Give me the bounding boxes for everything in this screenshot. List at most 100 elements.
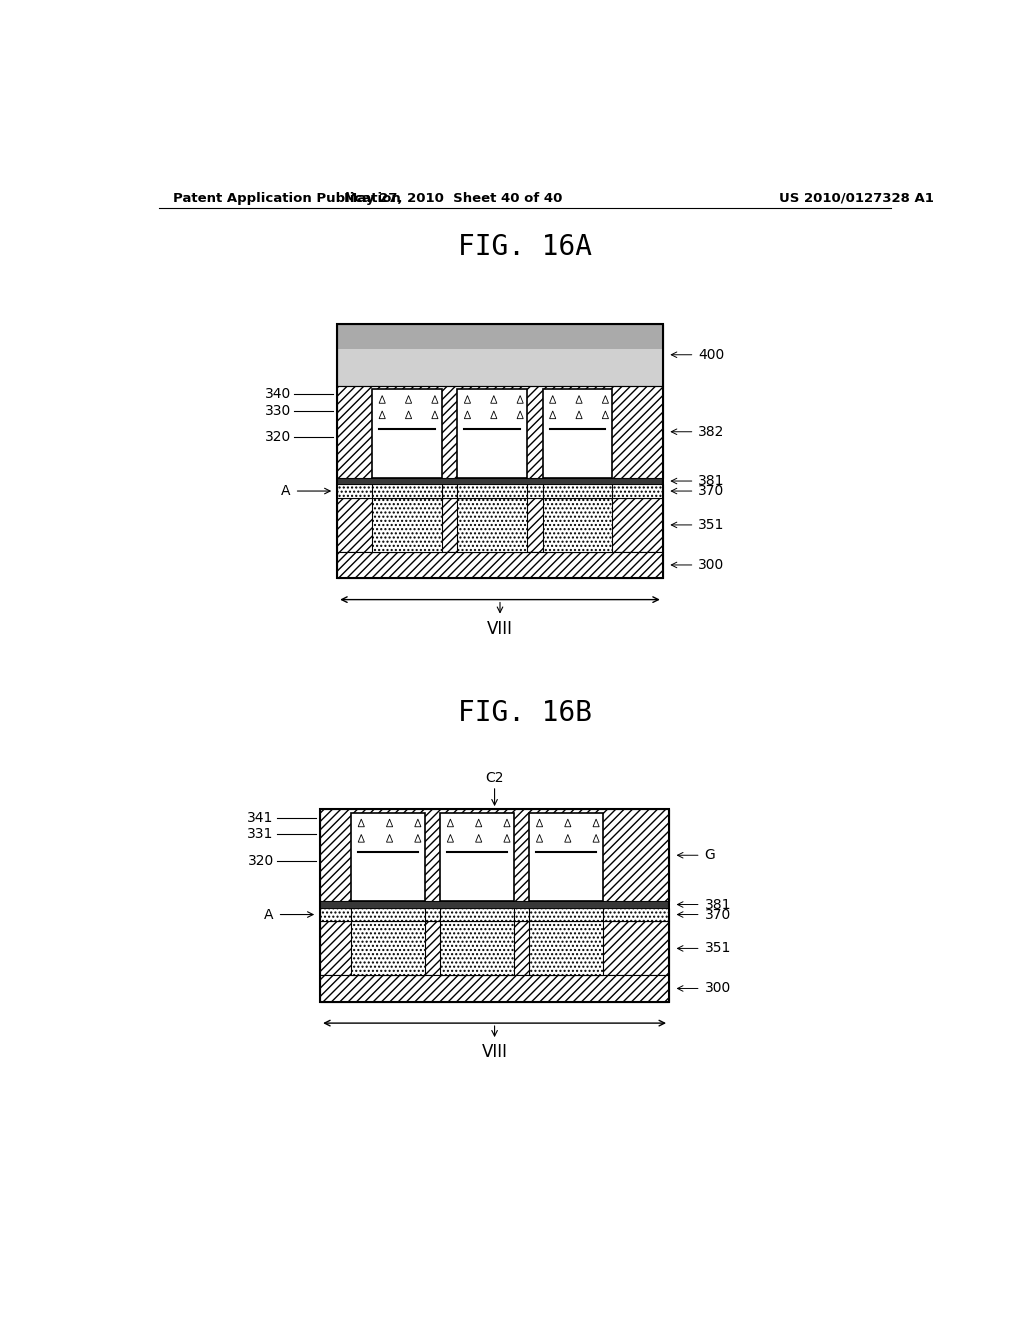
Polygon shape — [517, 411, 523, 418]
Polygon shape — [602, 396, 608, 404]
Bar — [372, 498, 442, 552]
Polygon shape — [504, 834, 510, 842]
Bar — [337, 350, 663, 385]
Bar — [351, 921, 425, 975]
Text: A: A — [264, 908, 273, 921]
Bar — [321, 809, 669, 902]
Text: A: A — [282, 484, 291, 498]
Bar — [379, 430, 435, 474]
Text: 300: 300 — [698, 558, 725, 572]
Polygon shape — [564, 834, 571, 842]
Bar — [440, 921, 514, 975]
Text: 300: 300 — [705, 982, 731, 995]
Polygon shape — [550, 411, 556, 418]
Text: 351: 351 — [698, 517, 725, 532]
Polygon shape — [432, 396, 438, 404]
Polygon shape — [537, 818, 543, 826]
Text: 370: 370 — [698, 484, 725, 498]
Text: 330: 330 — [264, 404, 291, 418]
Bar — [337, 484, 663, 498]
Polygon shape — [490, 411, 497, 418]
Bar — [321, 902, 669, 908]
Bar — [337, 552, 663, 578]
Text: FIG. 16B: FIG. 16B — [458, 698, 592, 727]
Polygon shape — [415, 834, 421, 842]
Polygon shape — [447, 818, 454, 826]
Polygon shape — [406, 411, 412, 418]
Bar — [337, 323, 663, 385]
Bar — [529, 921, 603, 975]
Bar — [321, 975, 669, 1002]
Text: 370: 370 — [705, 908, 731, 921]
Polygon shape — [550, 396, 556, 404]
Polygon shape — [475, 834, 481, 842]
Text: 341: 341 — [248, 810, 273, 825]
Polygon shape — [575, 396, 583, 404]
Polygon shape — [415, 818, 421, 826]
Text: US 2010/0127328 A1: US 2010/0127328 A1 — [779, 191, 934, 205]
Bar — [458, 484, 527, 498]
Bar — [537, 854, 596, 896]
Bar — [321, 908, 669, 921]
Polygon shape — [593, 834, 599, 842]
Bar — [372, 484, 442, 498]
Text: 331: 331 — [248, 828, 273, 841]
Polygon shape — [447, 834, 454, 842]
Polygon shape — [358, 818, 365, 826]
Bar — [321, 921, 669, 975]
Bar — [337, 385, 663, 478]
Bar — [337, 478, 663, 484]
Polygon shape — [432, 411, 438, 418]
Bar — [550, 430, 605, 474]
Polygon shape — [464, 411, 471, 418]
Text: May 27, 2010  Sheet 40 of 40: May 27, 2010 Sheet 40 of 40 — [344, 191, 562, 205]
Bar — [440, 813, 514, 902]
Polygon shape — [386, 818, 392, 826]
Text: C2: C2 — [485, 771, 504, 785]
Polygon shape — [379, 396, 385, 404]
Text: 351: 351 — [705, 941, 731, 956]
Bar — [337, 323, 663, 350]
Bar — [458, 498, 527, 552]
Text: 381: 381 — [705, 898, 731, 912]
Polygon shape — [504, 818, 510, 826]
Bar — [440, 908, 514, 921]
Text: G: G — [705, 849, 716, 862]
Bar — [464, 430, 520, 474]
Polygon shape — [575, 411, 583, 418]
Bar — [543, 484, 612, 498]
Polygon shape — [517, 396, 523, 404]
Text: 320: 320 — [248, 854, 273, 867]
Bar — [543, 498, 612, 552]
Polygon shape — [386, 834, 392, 842]
Polygon shape — [564, 818, 571, 826]
Text: FIG. 16A: FIG. 16A — [458, 232, 592, 261]
Text: 340: 340 — [264, 387, 291, 401]
Bar — [337, 323, 663, 578]
Bar — [447, 854, 507, 896]
Bar — [529, 813, 603, 902]
Polygon shape — [537, 834, 543, 842]
Text: 320: 320 — [264, 430, 291, 444]
Polygon shape — [358, 834, 365, 842]
Text: 381: 381 — [698, 474, 725, 488]
Bar — [543, 389, 612, 478]
Bar — [321, 809, 669, 1002]
Text: VIII: VIII — [487, 620, 513, 638]
Polygon shape — [406, 396, 412, 404]
Text: VIII: VIII — [481, 1043, 508, 1061]
Polygon shape — [602, 411, 608, 418]
Polygon shape — [475, 818, 481, 826]
Text: 400: 400 — [698, 347, 725, 362]
Bar — [351, 813, 425, 902]
Text: 382: 382 — [698, 425, 725, 438]
Polygon shape — [464, 396, 471, 404]
Bar — [358, 854, 418, 896]
Polygon shape — [379, 411, 385, 418]
Bar — [529, 908, 603, 921]
Polygon shape — [593, 818, 599, 826]
Polygon shape — [490, 396, 497, 404]
Bar — [372, 389, 442, 478]
Text: Patent Application Publication: Patent Application Publication — [173, 191, 400, 205]
Bar — [337, 498, 663, 552]
